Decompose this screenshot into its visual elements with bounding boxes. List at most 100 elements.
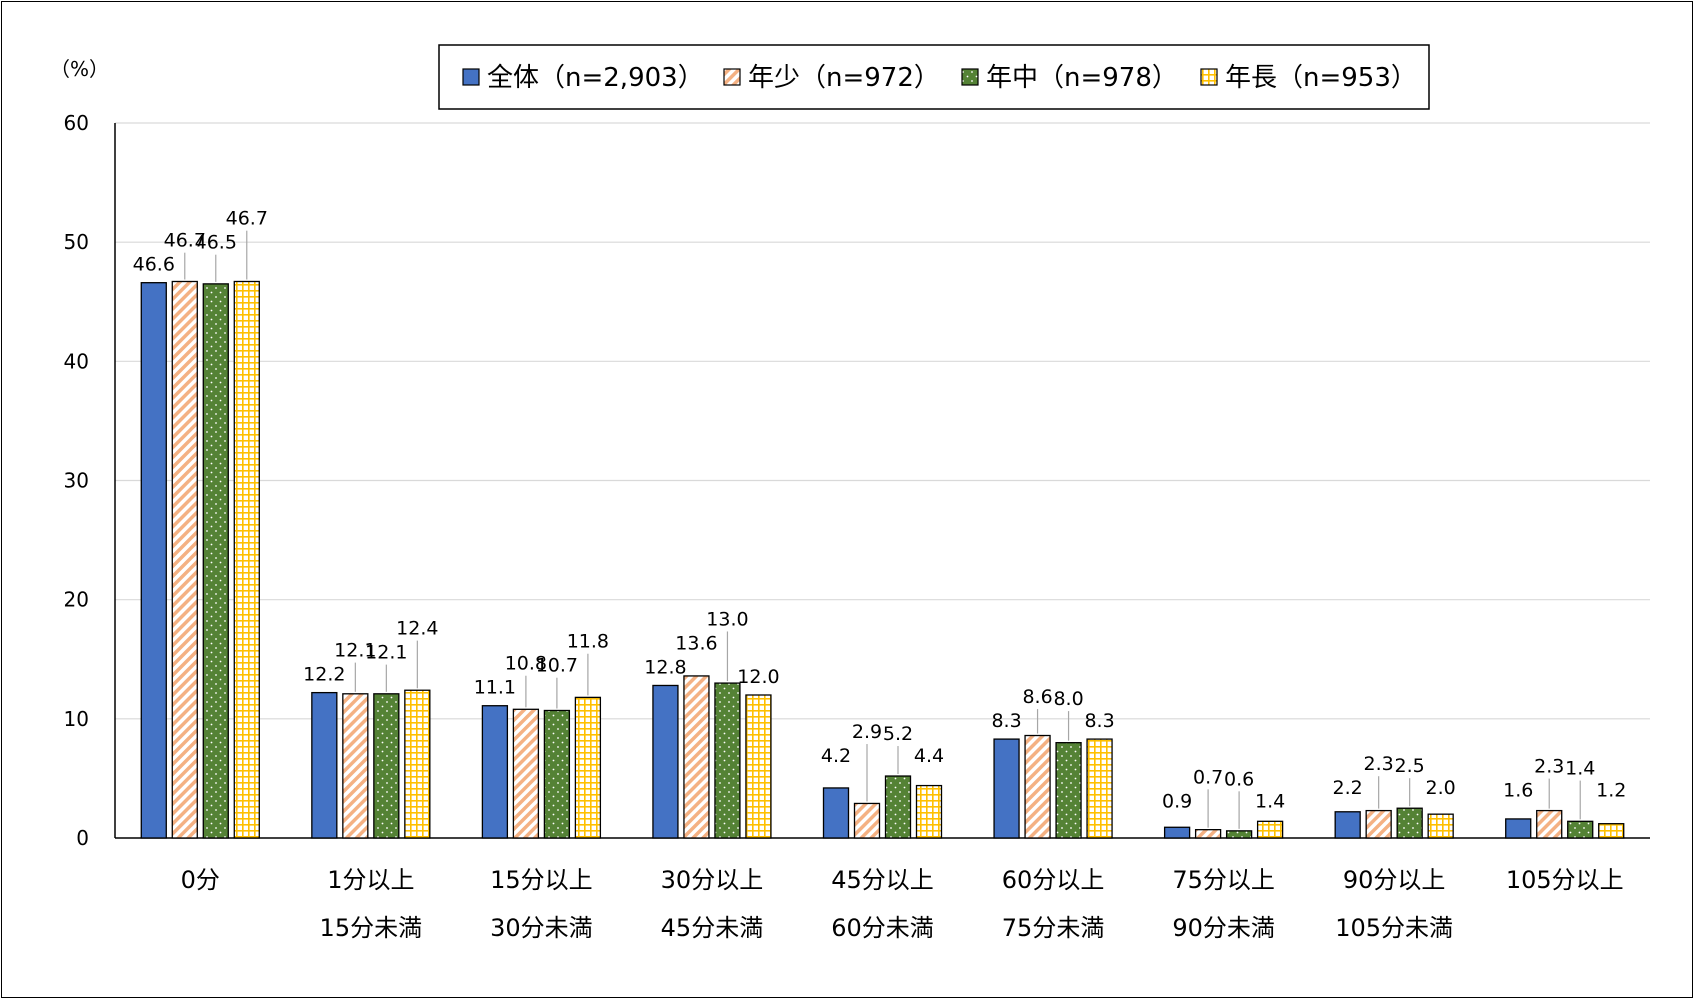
y-tick-label: 40: [64, 349, 89, 373]
bar: [1365, 809, 1392, 839]
bar: [1567, 820, 1594, 839]
y-tick-label: 50: [64, 230, 89, 254]
data-label: 10.7: [536, 655, 578, 677]
data-label: 46.5: [195, 232, 237, 254]
x-tick-label: 45分以上: [831, 866, 934, 894]
bar: [714, 682, 741, 839]
bar: [1194, 829, 1222, 839]
bar: [1396, 807, 1423, 839]
data-label: 0.6: [1224, 768, 1254, 790]
y-tick-label: 0: [76, 826, 89, 850]
bar: [1086, 738, 1113, 839]
legend-swatch: [462, 68, 480, 86]
legend-label: 年長（n=953）: [1225, 63, 1417, 93]
bar: [853, 802, 881, 839]
bar: [404, 689, 431, 839]
data-label: 13.6: [675, 632, 717, 654]
axes: 0 10 20 30 40 50 60 （%） 0分 1分以上 15分未満 15分以上 30分未満 30分…: [50, 57, 1650, 942]
data-label: 8.0: [1053, 688, 1083, 710]
bar: [543, 709, 571, 839]
bar: [915, 784, 943, 839]
bar: [1256, 820, 1284, 839]
data-label: 12.0: [737, 666, 779, 688]
x-tick-label: 75分以上: [1172, 866, 1275, 894]
data-label: 5.2: [883, 723, 913, 745]
data-label: 1.4: [1255, 790, 1285, 812]
x-tick-label: 60分以上: [1002, 866, 1105, 894]
data-label: 8.3: [991, 710, 1021, 732]
data-label: 2.2: [1333, 777, 1363, 799]
bars: [140, 280, 1625, 839]
bar: [1055, 742, 1082, 839]
x-tick-label: 90分以上: [1343, 866, 1446, 894]
bar: [342, 693, 369, 839]
legend-swatch: [1200, 68, 1218, 86]
data-label: 11.1: [474, 677, 516, 699]
legend-swatch: [723, 68, 741, 86]
data-label: 1.4: [1565, 758, 1595, 780]
data-label: 2.3: [1534, 756, 1564, 778]
x-tick-label: 15分以上: [490, 866, 593, 894]
bar: [1505, 818, 1532, 839]
data-label: 1.2: [1596, 780, 1626, 802]
legend-label: 年中（n=978）: [986, 63, 1178, 93]
x-tick-label: 45分未満: [661, 914, 764, 942]
data-label: 10.8: [505, 653, 547, 675]
bar: [171, 280, 198, 839]
data-label: 12.1: [334, 640, 376, 662]
y-tick-label: 30: [64, 469, 89, 493]
data-label: 8.6: [1022, 686, 1052, 708]
x-tick-label: 30分未満: [490, 914, 593, 942]
data-labels: 46.646.746.546.712.212.112.112.411.110.8…: [133, 208, 1626, 829]
bar: [311, 691, 338, 839]
y-unit-label: （%）: [50, 57, 109, 81]
data-label: 46.7: [226, 208, 268, 230]
data-label: 2.9: [852, 721, 882, 743]
data-label: 11.8: [567, 631, 609, 653]
bar: [140, 282, 167, 839]
bar: [884, 775, 912, 839]
bar: [1334, 811, 1361, 839]
legend-label: 全体（n=2,903）: [487, 63, 704, 93]
data-label: 2.0: [1426, 777, 1456, 799]
bar: [683, 675, 710, 839]
y-tick-label: 60: [64, 111, 89, 135]
legend-swatch: [961, 68, 979, 86]
bar: [1427, 813, 1454, 839]
data-label: 2.3: [1364, 753, 1394, 775]
bar: [512, 708, 540, 839]
legend: 全体（n=2,903） 年少（n=972） 年中（n=978） 年長（n=953）: [438, 44, 1430, 110]
legend-box: [438, 44, 1430, 110]
data-label: 12.8: [644, 656, 686, 678]
gridlines: [115, 122, 1650, 720]
x-tick-label: 0分: [181, 866, 220, 894]
bar: [1024, 734, 1051, 839]
bar: [822, 787, 850, 839]
x-tick-label: 1分以上: [327, 866, 414, 894]
data-label: 13.0: [706, 608, 748, 630]
bar: [481, 705, 509, 839]
y-tick-label: 10: [64, 707, 89, 731]
x-tick-label: 75分未満: [1002, 914, 1105, 942]
data-label: 0.7: [1193, 766, 1223, 788]
bar: [1225, 830, 1253, 839]
bar: [1536, 809, 1563, 839]
data-label: 46.7: [164, 230, 206, 252]
bar: [574, 696, 602, 839]
bar: [745, 694, 772, 839]
bar: [993, 738, 1020, 839]
data-label: 46.6: [133, 254, 175, 276]
data-label: 12.1: [365, 642, 407, 664]
data-label: 4.2: [821, 745, 851, 767]
data-label: 1.6: [1503, 780, 1533, 802]
bar: [202, 283, 229, 839]
bar: [373, 693, 400, 839]
x-tick-label: 105分以上: [1506, 866, 1624, 894]
x-tick-label: 30分以上: [661, 866, 764, 894]
data-label: 8.3: [1084, 710, 1114, 732]
legend-label: 年少（n=972）: [748, 63, 940, 93]
data-label: 12.2: [303, 664, 345, 686]
bar: [652, 684, 679, 839]
